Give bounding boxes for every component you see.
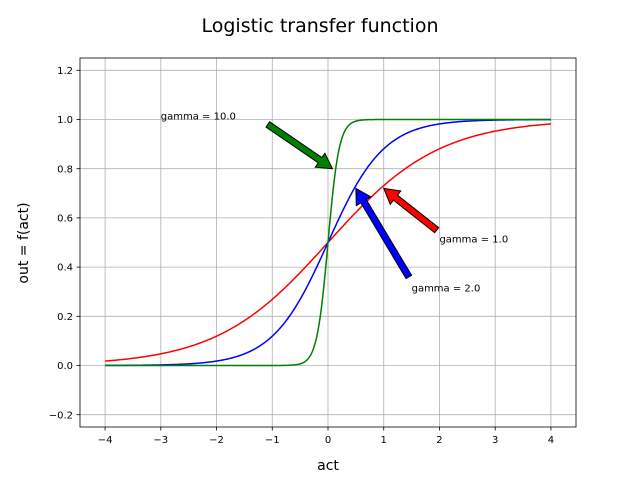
- annotation-label: gamma = 10.0: [161, 112, 236, 123]
- y-tick-label: 1.2: [57, 66, 73, 77]
- y-tick-label: 0.8: [57, 164, 73, 175]
- y-tick-label: 0.4: [57, 263, 73, 274]
- x-tick-label: 1: [381, 435, 387, 446]
- x-tick-label: 3: [492, 435, 498, 446]
- x-axis-label: act: [317, 458, 339, 474]
- x-tick-label: −3: [153, 435, 168, 446]
- x-tick-label: 4: [548, 435, 554, 446]
- annotation-arrow: [265, 121, 334, 170]
- y-axis-label: out = f(act): [16, 202, 32, 283]
- annotation-arrow: [382, 187, 440, 234]
- y-tick-label: 0.0: [57, 361, 73, 372]
- x-tick-label: 0: [325, 435, 331, 446]
- annotation-label: gamma = 2.0: [412, 284, 481, 295]
- y-tick-label: −0.2: [49, 410, 73, 421]
- x-tick-label: 2: [436, 435, 442, 446]
- annotation-label: gamma = 1.0: [439, 235, 508, 246]
- y-tick-label: 0.6: [57, 214, 73, 225]
- plot-area: −4 −3 −2 −1 0 1 2 3 4 −0.2 0.0 0.2 0.4 0.6 0.8 1.0 1.2 ga…: [49, 57, 577, 446]
- annotation-arrow: [355, 187, 413, 280]
- y-tick-label: 1.0: [57, 115, 73, 126]
- x-tick-label: −4: [98, 435, 113, 446]
- y-tick-label: 0.2: [57, 312, 73, 323]
- chart-title: Logistic transfer function: [201, 15, 438, 37]
- series-line-gamma-10: [105, 118, 551, 367]
- x-tick-label: −2: [209, 435, 224, 446]
- x-tick-label: −1: [265, 435, 280, 446]
